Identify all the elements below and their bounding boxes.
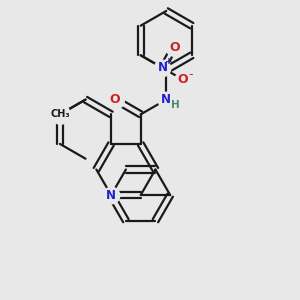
Text: O: O [178,73,188,86]
Text: +: + [165,57,172,66]
Text: N: N [161,93,171,106]
Text: H: H [171,100,180,110]
Text: N: N [106,189,116,202]
Text: N: N [158,61,167,74]
Text: O: O [169,41,180,54]
Text: CH₃: CH₃ [50,110,70,119]
Text: -: - [188,68,193,82]
Text: O: O [110,93,120,106]
